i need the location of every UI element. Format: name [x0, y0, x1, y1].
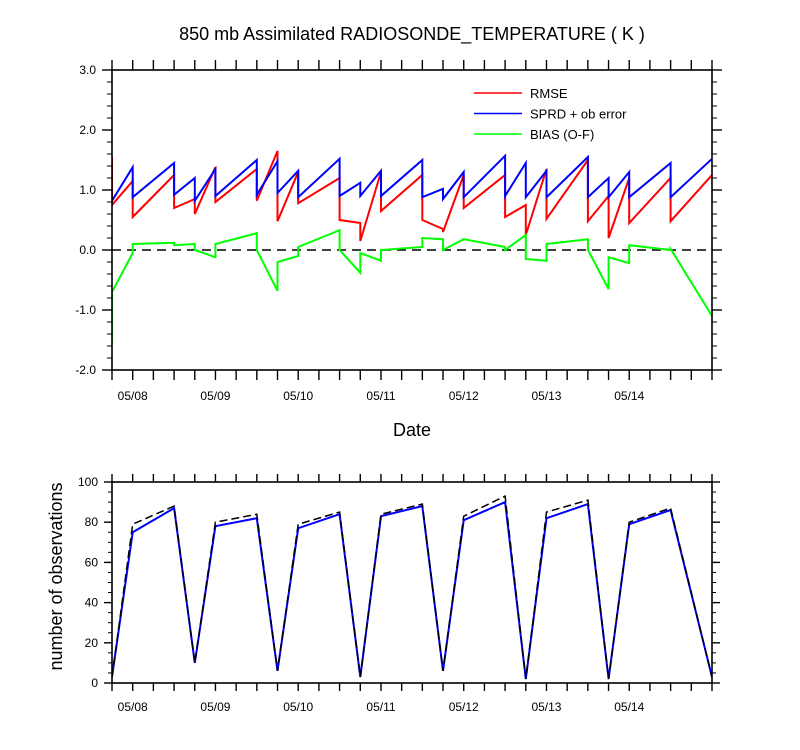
bottom-panel: 100 80 60 40 20 0 05/08 05/09 05/10 05/11 05/12 05/… [46, 474, 720, 714]
top-ytick-label: 0.0 [79, 243, 96, 257]
bottom-ytick-label: 80 [85, 515, 99, 529]
top-xtick-label: 05/13 [531, 389, 561, 403]
top-ytick-label: -1.0 [75, 303, 96, 317]
legend: RMSE SPRD + ob error BIAS (O-F) [474, 86, 627, 142]
bottom-ytick-label: 40 [85, 596, 99, 610]
bottom-ytick-label: 0 [91, 676, 98, 690]
bottom-xtick-label: 05/09 [200, 700, 230, 714]
top-xtick-label: 05/10 [283, 389, 313, 403]
top-ytick-label: -2.0 [75, 363, 96, 377]
top-series-bias-o-f [112, 228, 712, 343]
bottom-ytick-label: 20 [85, 636, 99, 650]
bottom-xtick-label: 05/10 [283, 700, 313, 714]
bottom-series-assimilated [112, 500, 712, 680]
top-ytick-label: 3.0 [79, 63, 96, 77]
bottom-ytick-label: 100 [78, 475, 98, 489]
bottom-series-possible [112, 494, 712, 680]
top-plot-frame [111, 69, 713, 371]
legend-label: RMSE [530, 86, 568, 101]
top-ytick-label: 1.0 [79, 183, 96, 197]
top-panel: 3.0 2.0 1.0 0.0 -1.0 -2.0 05/08 05/09 05/10 05/11… [75, 24, 722, 440]
top-xtick-label: 05/14 [614, 389, 644, 403]
legend-label: BIAS (O-F) [530, 127, 594, 142]
top-xtick-label: 05/08 [118, 389, 148, 403]
bottom-xtick-label: 05/14 [614, 700, 644, 714]
top-xtick-label: 05/12 [449, 389, 479, 403]
bottom-ytick-label: 60 [85, 555, 99, 569]
top-series-rmse [112, 150, 712, 242]
x-axis-title: Date [393, 420, 431, 440]
y-axis-title: number of observations [46, 482, 66, 670]
chart-title: 850 mb Assimilated RADIOSONDE_TEMPERATUR… [179, 24, 645, 45]
top-ytick-label: 2.0 [79, 123, 96, 137]
bottom-xtick-label: 05/13 [531, 700, 561, 714]
bottom-xtick-label: 05/11 [366, 700, 395, 714]
top-series-sprd-ob-error [112, 153, 712, 205]
bottom-xtick-label: 05/12 [449, 700, 479, 714]
legend-label: SPRD + ob error [530, 107, 627, 122]
top-xtick-label: 05/09 [200, 389, 230, 403]
top-xtick-label: 05/11 [366, 389, 395, 403]
bottom-xtick-label: 05/08 [118, 700, 148, 714]
